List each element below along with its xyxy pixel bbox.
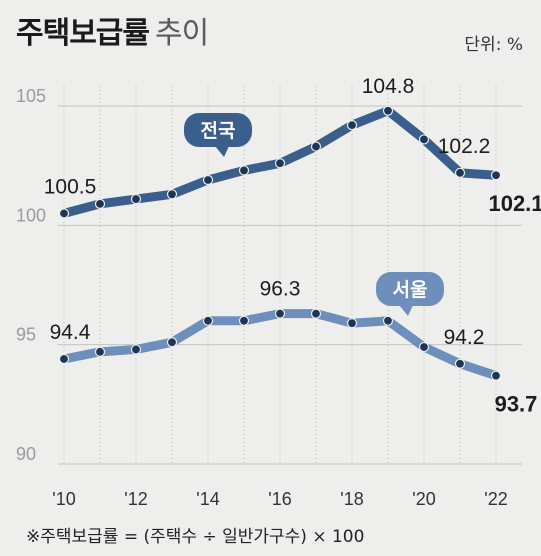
x-tick-label: '22 xyxy=(484,489,507,509)
data-point xyxy=(274,308,286,319)
data-point xyxy=(130,193,142,205)
data-point xyxy=(418,134,430,145)
data-point xyxy=(202,174,214,186)
data-point xyxy=(454,358,466,369)
data-label: 102.2 xyxy=(438,135,491,158)
data-label: 96.3 xyxy=(260,278,301,301)
data-point xyxy=(490,370,502,381)
y-tick-label: 105 xyxy=(16,86,46,106)
x-tick-label: '14 xyxy=(196,489,219,509)
unit-label: 단위: % xyxy=(464,35,523,55)
y-tick-label: 100 xyxy=(16,205,46,225)
data-point xyxy=(130,344,142,355)
data-point xyxy=(274,158,286,169)
x-tick-label: '18 xyxy=(340,489,363,509)
data-point xyxy=(238,315,250,326)
data-point xyxy=(382,105,394,116)
data-label: 100.5 xyxy=(44,175,97,198)
chart-title: 주택보급률 xyxy=(16,16,150,51)
series-name-label: 서울 xyxy=(393,279,428,301)
footnote: ※주택보급률 = (주택수 ÷ 일반가구수) × 100 xyxy=(26,527,365,547)
data-point xyxy=(310,308,322,319)
data-label: 94.2 xyxy=(444,326,485,349)
data-label: 102.1 xyxy=(488,191,541,216)
data-point xyxy=(202,315,214,326)
y-tick-label: 95 xyxy=(16,325,36,345)
x-tick-label: '20 xyxy=(412,489,435,509)
data-point xyxy=(382,315,394,326)
data-point xyxy=(310,141,322,152)
series-name-bubble xyxy=(184,113,252,147)
data-point xyxy=(94,346,106,357)
data-label: 94.4 xyxy=(50,321,91,344)
y-tick-label: 90 xyxy=(16,444,36,464)
x-tick-label: '10 xyxy=(52,489,75,509)
x-tick-label: '16 xyxy=(268,489,291,509)
data-point xyxy=(454,167,466,178)
data-point xyxy=(58,353,70,365)
data-point xyxy=(346,119,358,131)
data-point xyxy=(490,170,502,181)
x-tick-label: '12 xyxy=(124,489,147,509)
bubble-tail xyxy=(399,305,413,316)
data-label: 104.8 xyxy=(362,75,415,98)
data-point xyxy=(58,208,70,219)
chart-subtitle: 추이 xyxy=(155,16,209,51)
data-point xyxy=(94,198,106,209)
series-name-label: 전국 xyxy=(201,120,236,142)
data-point xyxy=(238,165,250,176)
data-point xyxy=(418,341,430,353)
chart-title-wrap: 주택보급률 추이 xyxy=(16,8,209,52)
series-name-bubble xyxy=(376,272,444,306)
data-point xyxy=(166,337,178,348)
data-point xyxy=(166,189,178,200)
bubble-tail xyxy=(215,146,229,157)
data-label: 93.7 xyxy=(495,392,538,417)
data-point xyxy=(346,318,358,329)
